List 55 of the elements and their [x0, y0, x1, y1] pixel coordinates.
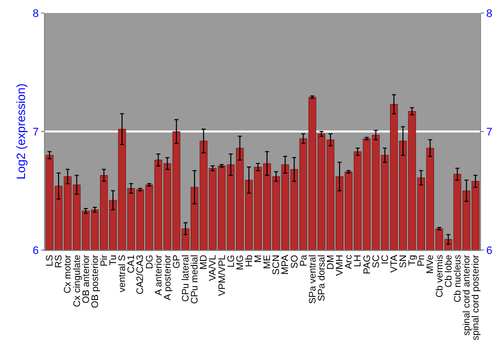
- x-tick-label: MD: [198, 254, 210, 270]
- x-tick-label: Arc: [344, 254, 355, 270]
- x-tick-label: ME: [262, 254, 274, 270]
- y-tick-label: 8: [32, 8, 39, 20]
- x-tick-label: VMH: [334, 254, 346, 276]
- x-tick-label: spinal cord anterior: [461, 254, 472, 336]
- x-tick-label: CA2/CA3: [135, 254, 146, 294]
- x-tick-label: SCN: [271, 254, 282, 275]
- x-tick-label: SPa dorsal: [316, 254, 328, 302]
- x-tick-label: VTA: [388, 254, 400, 273]
- x-tick-label: Tg: [407, 254, 418, 266]
- x-tick-label: Cb vermis: [434, 254, 446, 298]
- x-tick-label: A anterior: [153, 254, 164, 296]
- y2-tick-label: 7: [486, 126, 492, 138]
- y-axis-title: Log2 (expression): [14, 83, 28, 180]
- x-tick-label: Pir: [98, 254, 110, 266]
- x-tick-label: CPu medial: [190, 254, 201, 304]
- x-tick-label: Pa: [298, 254, 310, 266]
- x-tick-label: Cx cingulate: [72, 254, 83, 308]
- y-tick-label: 7: [32, 126, 39, 138]
- x-tick-label: SN: [398, 254, 410, 268]
- x-tick-label: RS: [54, 254, 65, 268]
- x-tick-label: CPu lateral: [180, 254, 192, 302]
- x-tick-label: M: [253, 254, 264, 263]
- x-tick-label: VA/VL: [208, 254, 219, 282]
- x-tick-label: IC: [380, 254, 391, 264]
- x-tick-label: spinal cord posterior: [470, 254, 482, 340]
- x-tick-label: SO: [289, 254, 300, 269]
- x-tick-label: LS: [44, 254, 56, 266]
- x-tick-label: LH: [352, 254, 364, 267]
- x-tick-label: Cb lobe: [443, 254, 454, 288]
- x-tick-label: OB anterior: [80, 254, 92, 304]
- x-tick-label: DG: [144, 254, 156, 270]
- x-tick-label: VPM/VPL: [216, 254, 228, 296]
- x-tick-label: CA1: [126, 254, 138, 274]
- y2-tick-label: 8: [486, 8, 492, 20]
- x-tick-label: PAG: [362, 254, 373, 274]
- x-tick-label: MVe: [425, 254, 436, 274]
- x-tick-label: SPa ventral: [307, 254, 318, 304]
- x-tick-label: Hb: [244, 254, 255, 267]
- x-tick-label: Tu: [108, 254, 120, 266]
- x-tick-label: Pn: [416, 254, 428, 266]
- x-tick-label: MPA: [280, 254, 292, 275]
- x-tick-label: OB posterior: [90, 254, 101, 308]
- y-tick-label: 6: [32, 244, 39, 257]
- x-tick-label: Cx motor: [62, 254, 74, 294]
- x-tick-label: SC: [370, 254, 382, 268]
- x-tick-label: MG: [234, 254, 246, 270]
- x-tick-label: DM: [326, 254, 337, 270]
- x-tick-label: GP: [171, 254, 182, 269]
- x-tick-label: Cb nucleus: [452, 254, 464, 302]
- x-tick-label: ventral S: [117, 254, 128, 292]
- y2-tick-label: 6: [486, 244, 492, 257]
- x-tick-label: LG: [226, 254, 237, 268]
- x-tick-label: A posterior: [162, 254, 174, 300]
